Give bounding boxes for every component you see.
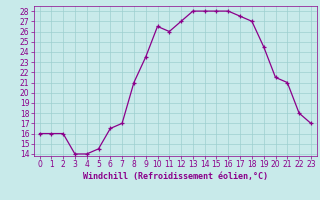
X-axis label: Windchill (Refroidissement éolien,°C): Windchill (Refroidissement éolien,°C) xyxy=(83,172,268,181)
